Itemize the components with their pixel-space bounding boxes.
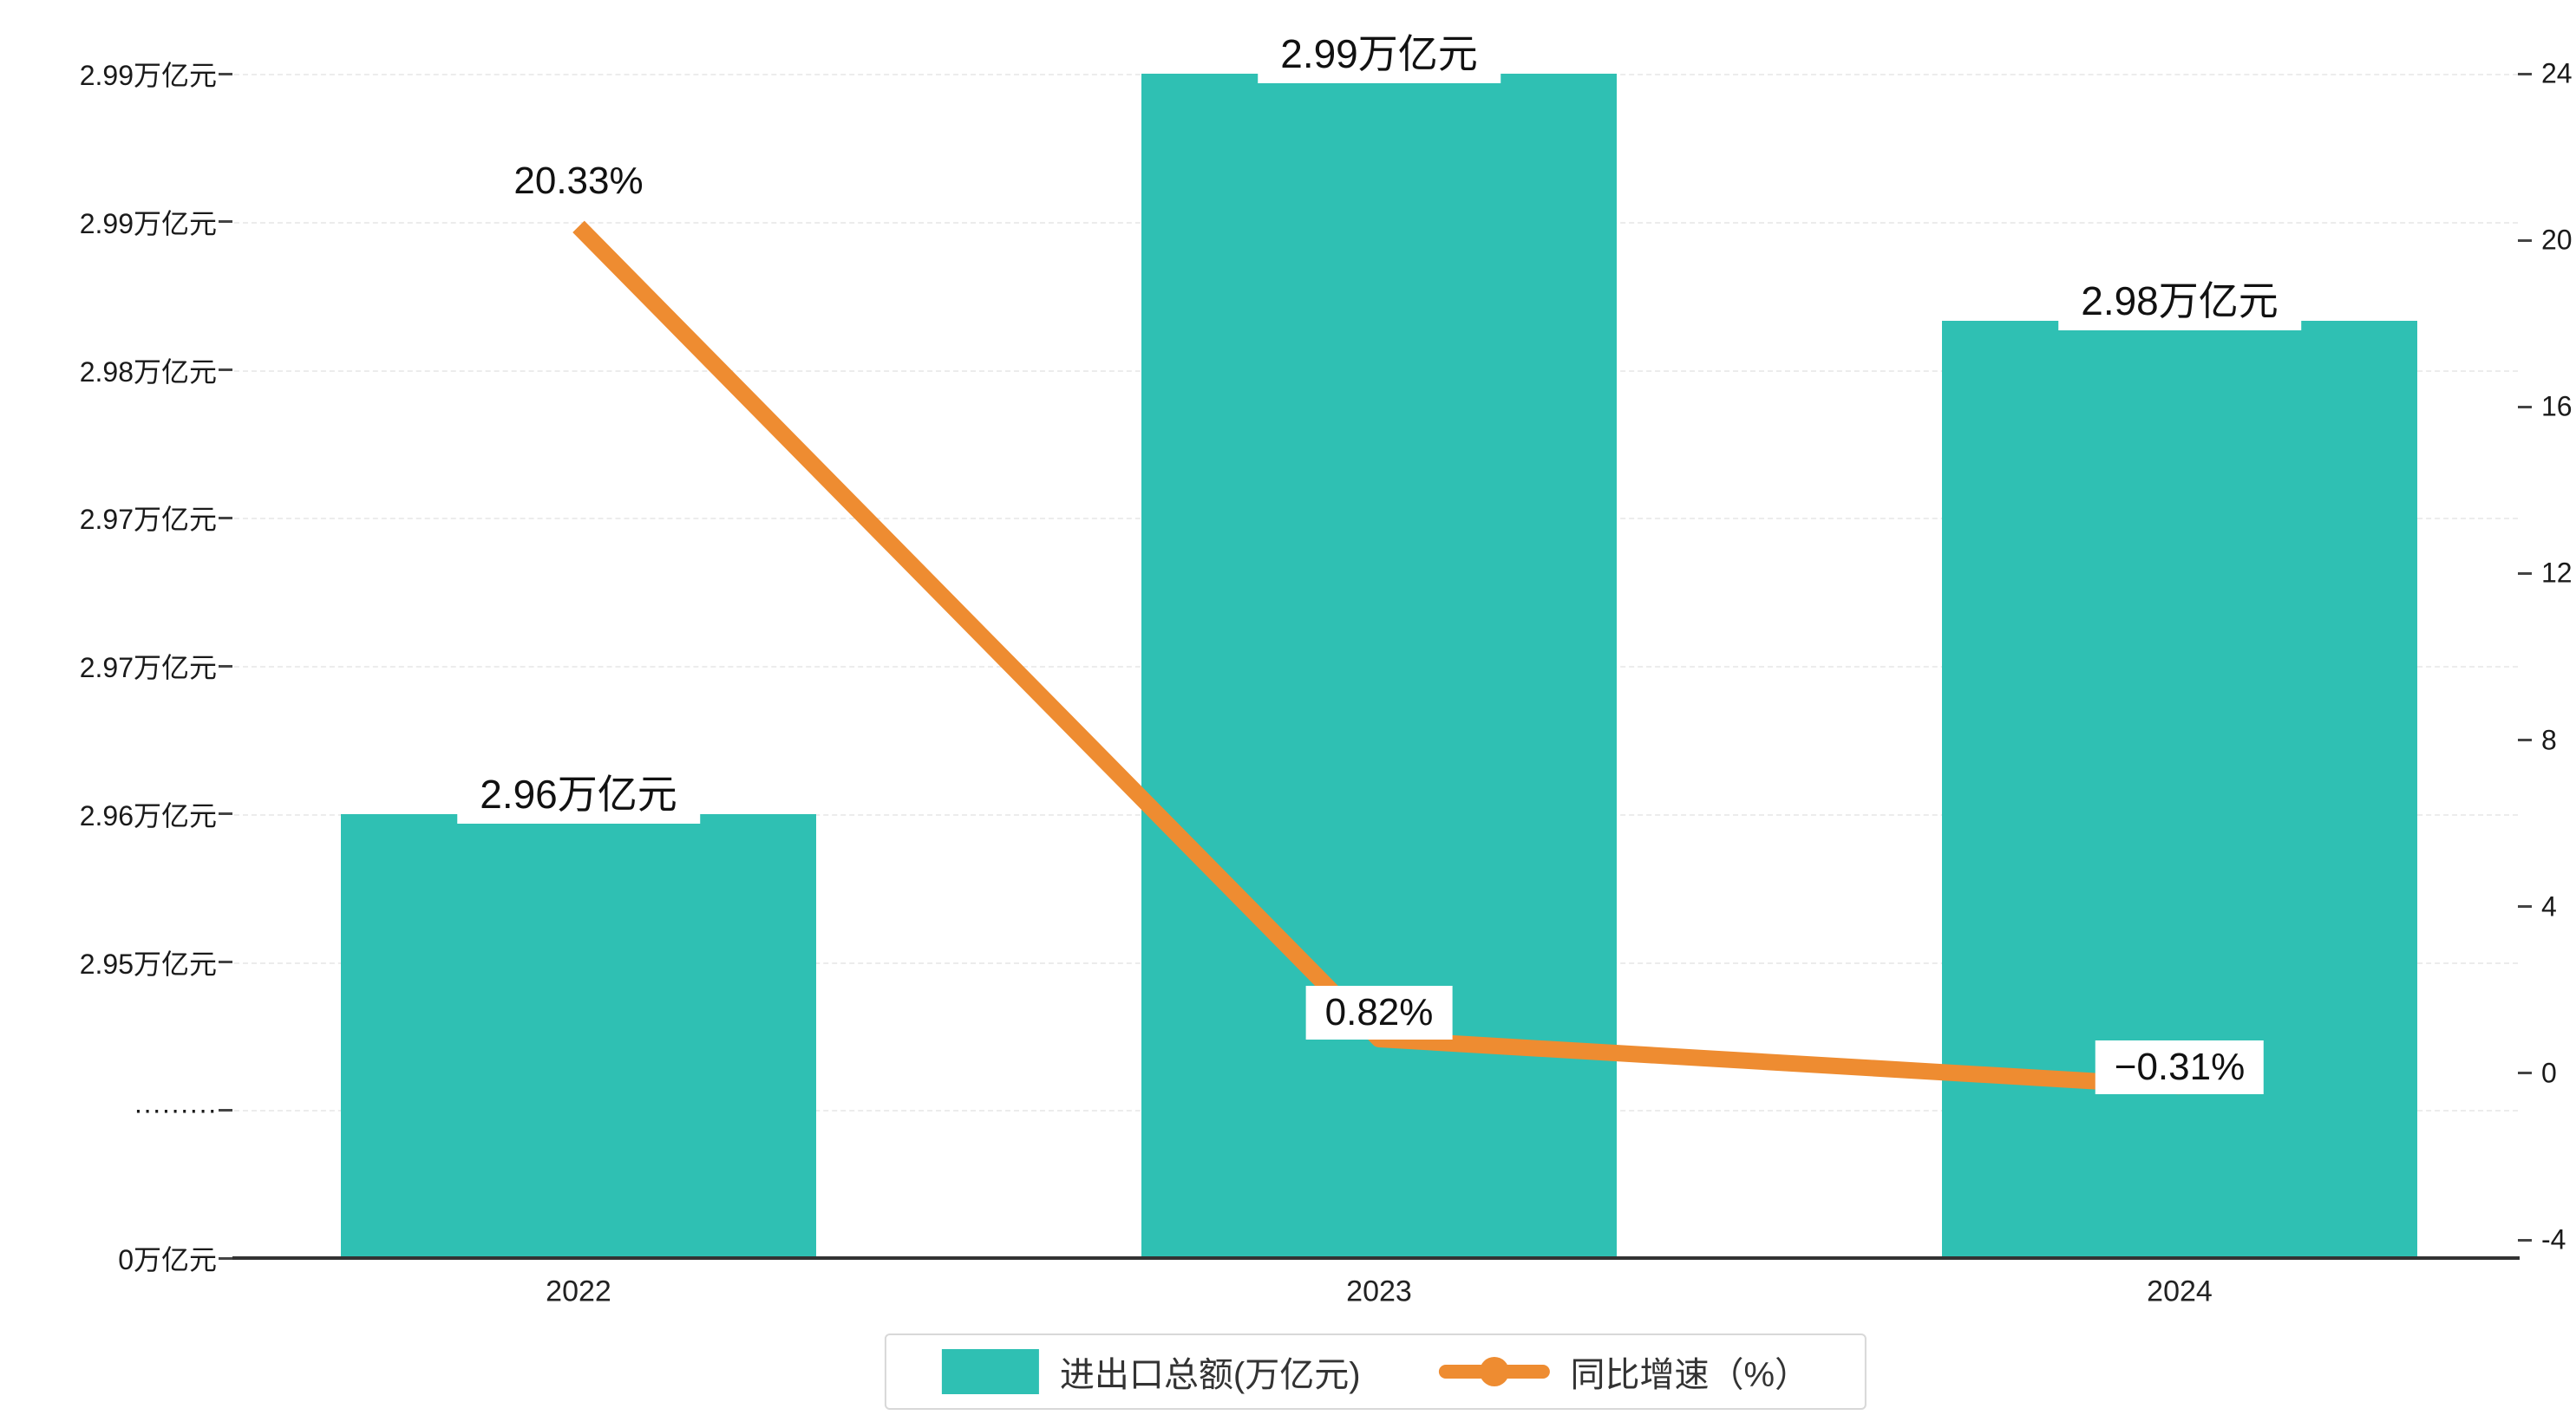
left-axis-tick-label: 2.96万亿元 — [79, 799, 217, 831]
bar-2023[interactable] — [1141, 74, 1617, 1258]
right-axis-tick-label: 4 — [2541, 890, 2557, 923]
growth-line[interactable] — [572, 220, 2180, 1095]
left-axis-tick-label: 2.97万亿元 — [79, 652, 217, 683]
right-axis-tick-mark — [2518, 405, 2532, 408]
left-axis-tick-label: 2.99万亿元 — [79, 207, 217, 239]
right-axis-tick-mark — [2518, 571, 2532, 575]
bar-2022[interactable] — [341, 813, 816, 1258]
legend-label: 同比增速（%） — [1570, 1356, 1810, 1394]
legend-item-line[interactable]: 同比增速（%） — [1438, 1347, 1810, 1397]
left-axis-tick-mark — [219, 72, 232, 75]
growth-value-label-2024: −0.31% — [2095, 1040, 2265, 1094]
x-axis-line — [232, 1256, 2520, 1260]
right-axis-tick-mark — [2518, 238, 2532, 242]
left-axis-tick-mark — [219, 961, 232, 963]
left-axis-tick-label: 2.98万亿元 — [79, 355, 217, 388]
right-axis-tick-label: 24 — [2541, 57, 2573, 89]
right-axis-tick-mark — [2518, 1072, 2532, 1075]
right-axis-tick-mark — [2518, 739, 2532, 742]
right-axis-tick-label: -4 — [2541, 1223, 2566, 1255]
bar-value-label-2022: 2.96万亿元 — [457, 759, 700, 824]
left-axis-tick-mark — [219, 812, 232, 816]
left-axis-tick-mark — [219, 516, 232, 519]
legend-line-dot-icon — [1479, 1357, 1509, 1386]
left-axis-tick-label: 2.99万亿元 — [79, 60, 217, 91]
bar-series-swatch-icon — [941, 1349, 1039, 1394]
left-axis-tick-mark — [219, 1256, 232, 1260]
right-axis-tick-label: 12 — [2541, 557, 2573, 589]
growth-value-label-2023: 0.82% — [1305, 986, 1453, 1040]
bar-2024[interactable] — [1942, 320, 2417, 1258]
right-axis-tick-label: 0 — [2541, 1057, 2557, 1089]
growth-value-label-2022: 20.33% — [494, 154, 663, 209]
right-axis-tick-mark — [2518, 905, 2532, 909]
right-axis-tick-label: 8 — [2541, 724, 2557, 756]
left-axis-tick-mark — [219, 1108, 232, 1112]
right-axis-tick-label: 20 — [2541, 224, 2573, 256]
legend-label: 进出口总额(万亿元) — [1059, 1356, 1361, 1394]
legend-item-bars[interactable]: 进出口总额(万亿元) — [941, 1347, 1361, 1397]
x-axis-label-2024: 2024 — [2147, 1275, 2213, 1308]
legend: 进出口总额(万亿元) 同比增速（%） — [884, 1333, 1867, 1410]
bar-value-label-2023: 2.99万亿元 — [1258, 19, 1500, 83]
left-axis-tick-mark — [219, 664, 232, 668]
left-axis-tick-label: 2.97万亿元 — [79, 504, 217, 536]
x-axis-label-2023: 2023 — [1346, 1275, 1412, 1308]
right-axis-tick-mark — [2518, 72, 2532, 75]
x-axis-label-2022: 2022 — [546, 1275, 611, 1308]
line-series-marker-icon — [1438, 1349, 1550, 1394]
left-axis-tick-mark — [219, 220, 232, 224]
left-axis-tick-label: ········· — [134, 1093, 217, 1125]
left-axis-tick-label: 2.95万亿元 — [79, 948, 217, 980]
right-axis-tick-label: 16 — [2541, 390, 2573, 422]
left-axis-tick-mark — [219, 368, 232, 371]
bar-value-label-2024: 2.98万亿元 — [2058, 265, 2301, 330]
left-axis-tick-label: 0万亿元 — [118, 1244, 217, 1275]
right-axis-tick-mark — [2518, 1238, 2532, 1242]
